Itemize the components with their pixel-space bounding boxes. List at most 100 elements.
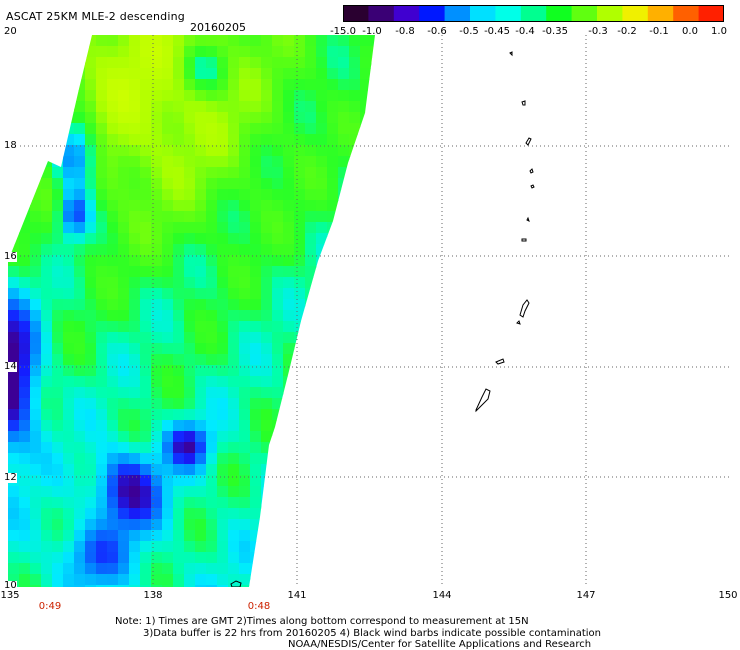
swath-cell [327, 552, 339, 564]
swath-cell [371, 431, 375, 443]
swath-cell [360, 134, 372, 146]
swath-cell [173, 167, 185, 179]
swath-cell [8, 519, 20, 531]
swath-cell [272, 299, 284, 311]
wind-swath [8, 35, 375, 587]
swath-cell [63, 35, 75, 47]
swath-cell [371, 387, 375, 399]
swath-cell [140, 497, 152, 509]
swath-cell [338, 211, 350, 223]
swath-cell [118, 530, 130, 542]
swath-cell [151, 211, 163, 223]
swath-map[interactable] [8, 35, 731, 587]
swath-cell [316, 332, 328, 344]
swath-cell [206, 90, 218, 102]
swath-cell [338, 167, 350, 179]
swath-cell [250, 365, 262, 377]
swath-cell [129, 255, 141, 267]
swath-cell [8, 541, 20, 553]
swath-cell [85, 189, 97, 201]
swath-cell [151, 68, 163, 80]
swath-cell [74, 200, 86, 212]
swath-cell [41, 409, 53, 421]
swath-cell [228, 222, 240, 234]
swath-cell [316, 68, 328, 80]
swath-cell [316, 57, 328, 69]
swath-cell [360, 398, 372, 410]
swath-cell [140, 574, 152, 586]
swath-cell [305, 519, 317, 531]
swath-cell [41, 222, 53, 234]
swath-cell [30, 46, 42, 58]
swath-cell [63, 123, 75, 135]
swath-cell [85, 57, 97, 69]
swath-cell [217, 453, 229, 465]
swath-cell [228, 321, 240, 333]
swath-cell [360, 233, 372, 245]
swath-cell [360, 321, 372, 333]
swath-cell [129, 46, 141, 58]
swath-cell [41, 200, 53, 212]
swath-cell [184, 464, 196, 476]
swath-cell [63, 376, 75, 388]
swath-cell [8, 288, 20, 300]
swath-cell [206, 398, 218, 410]
agrihan-island-outline [521, 100, 526, 106]
swath-cell [140, 46, 152, 58]
swath-cell [140, 277, 152, 289]
swath-cell [228, 123, 240, 135]
swath-cell [305, 508, 317, 520]
swath-cell [173, 288, 185, 300]
swath-cell [52, 277, 64, 289]
swath-cell [184, 211, 196, 223]
swath-cell [19, 222, 31, 234]
swath-cell [294, 398, 306, 410]
swath-cell [52, 321, 64, 333]
swath-cell [184, 233, 196, 245]
swath-cell [316, 310, 328, 322]
swath-cell [195, 453, 207, 465]
swath-cell [261, 310, 273, 322]
swath-cell [272, 354, 284, 366]
swath-cell [151, 266, 163, 278]
swath-cell [184, 354, 196, 366]
swath-cell [305, 475, 317, 487]
swath-cell [217, 354, 229, 366]
swath-cell [162, 101, 174, 113]
swath-cell [360, 222, 372, 234]
swath-cell [349, 354, 361, 366]
swath-cell [261, 233, 273, 245]
swath-cell [294, 167, 306, 179]
swath-cell [239, 189, 251, 201]
swath-cell [316, 552, 328, 564]
swath-cell [52, 266, 64, 278]
swath-cell [349, 332, 361, 344]
swath-cell [349, 266, 361, 278]
swath-cell [52, 464, 64, 476]
swath-cell [173, 211, 185, 223]
swath-cell [217, 134, 229, 146]
swath-cell [327, 233, 339, 245]
swath-cell [349, 244, 361, 256]
swath-cell [272, 343, 284, 355]
swath-cell [261, 332, 273, 344]
swath-cell [52, 486, 64, 498]
swath-cell [250, 299, 262, 311]
swath-cell [19, 442, 31, 454]
swath-cell [162, 189, 174, 201]
swath-cell [272, 90, 284, 102]
swath-cell [118, 497, 130, 509]
swath-cell [140, 420, 152, 432]
swath-cell [140, 332, 152, 344]
swath-cell [74, 420, 86, 432]
swath-cell [74, 574, 86, 586]
swath-cell [217, 387, 229, 399]
swath-cell [250, 189, 262, 201]
swath-cell [184, 321, 196, 333]
swath-cell [195, 354, 207, 366]
swath-cell [107, 332, 119, 344]
swath-cell [63, 453, 75, 465]
swath-cell [63, 332, 75, 344]
swath-cell [305, 79, 317, 91]
swath-cell [349, 255, 361, 267]
